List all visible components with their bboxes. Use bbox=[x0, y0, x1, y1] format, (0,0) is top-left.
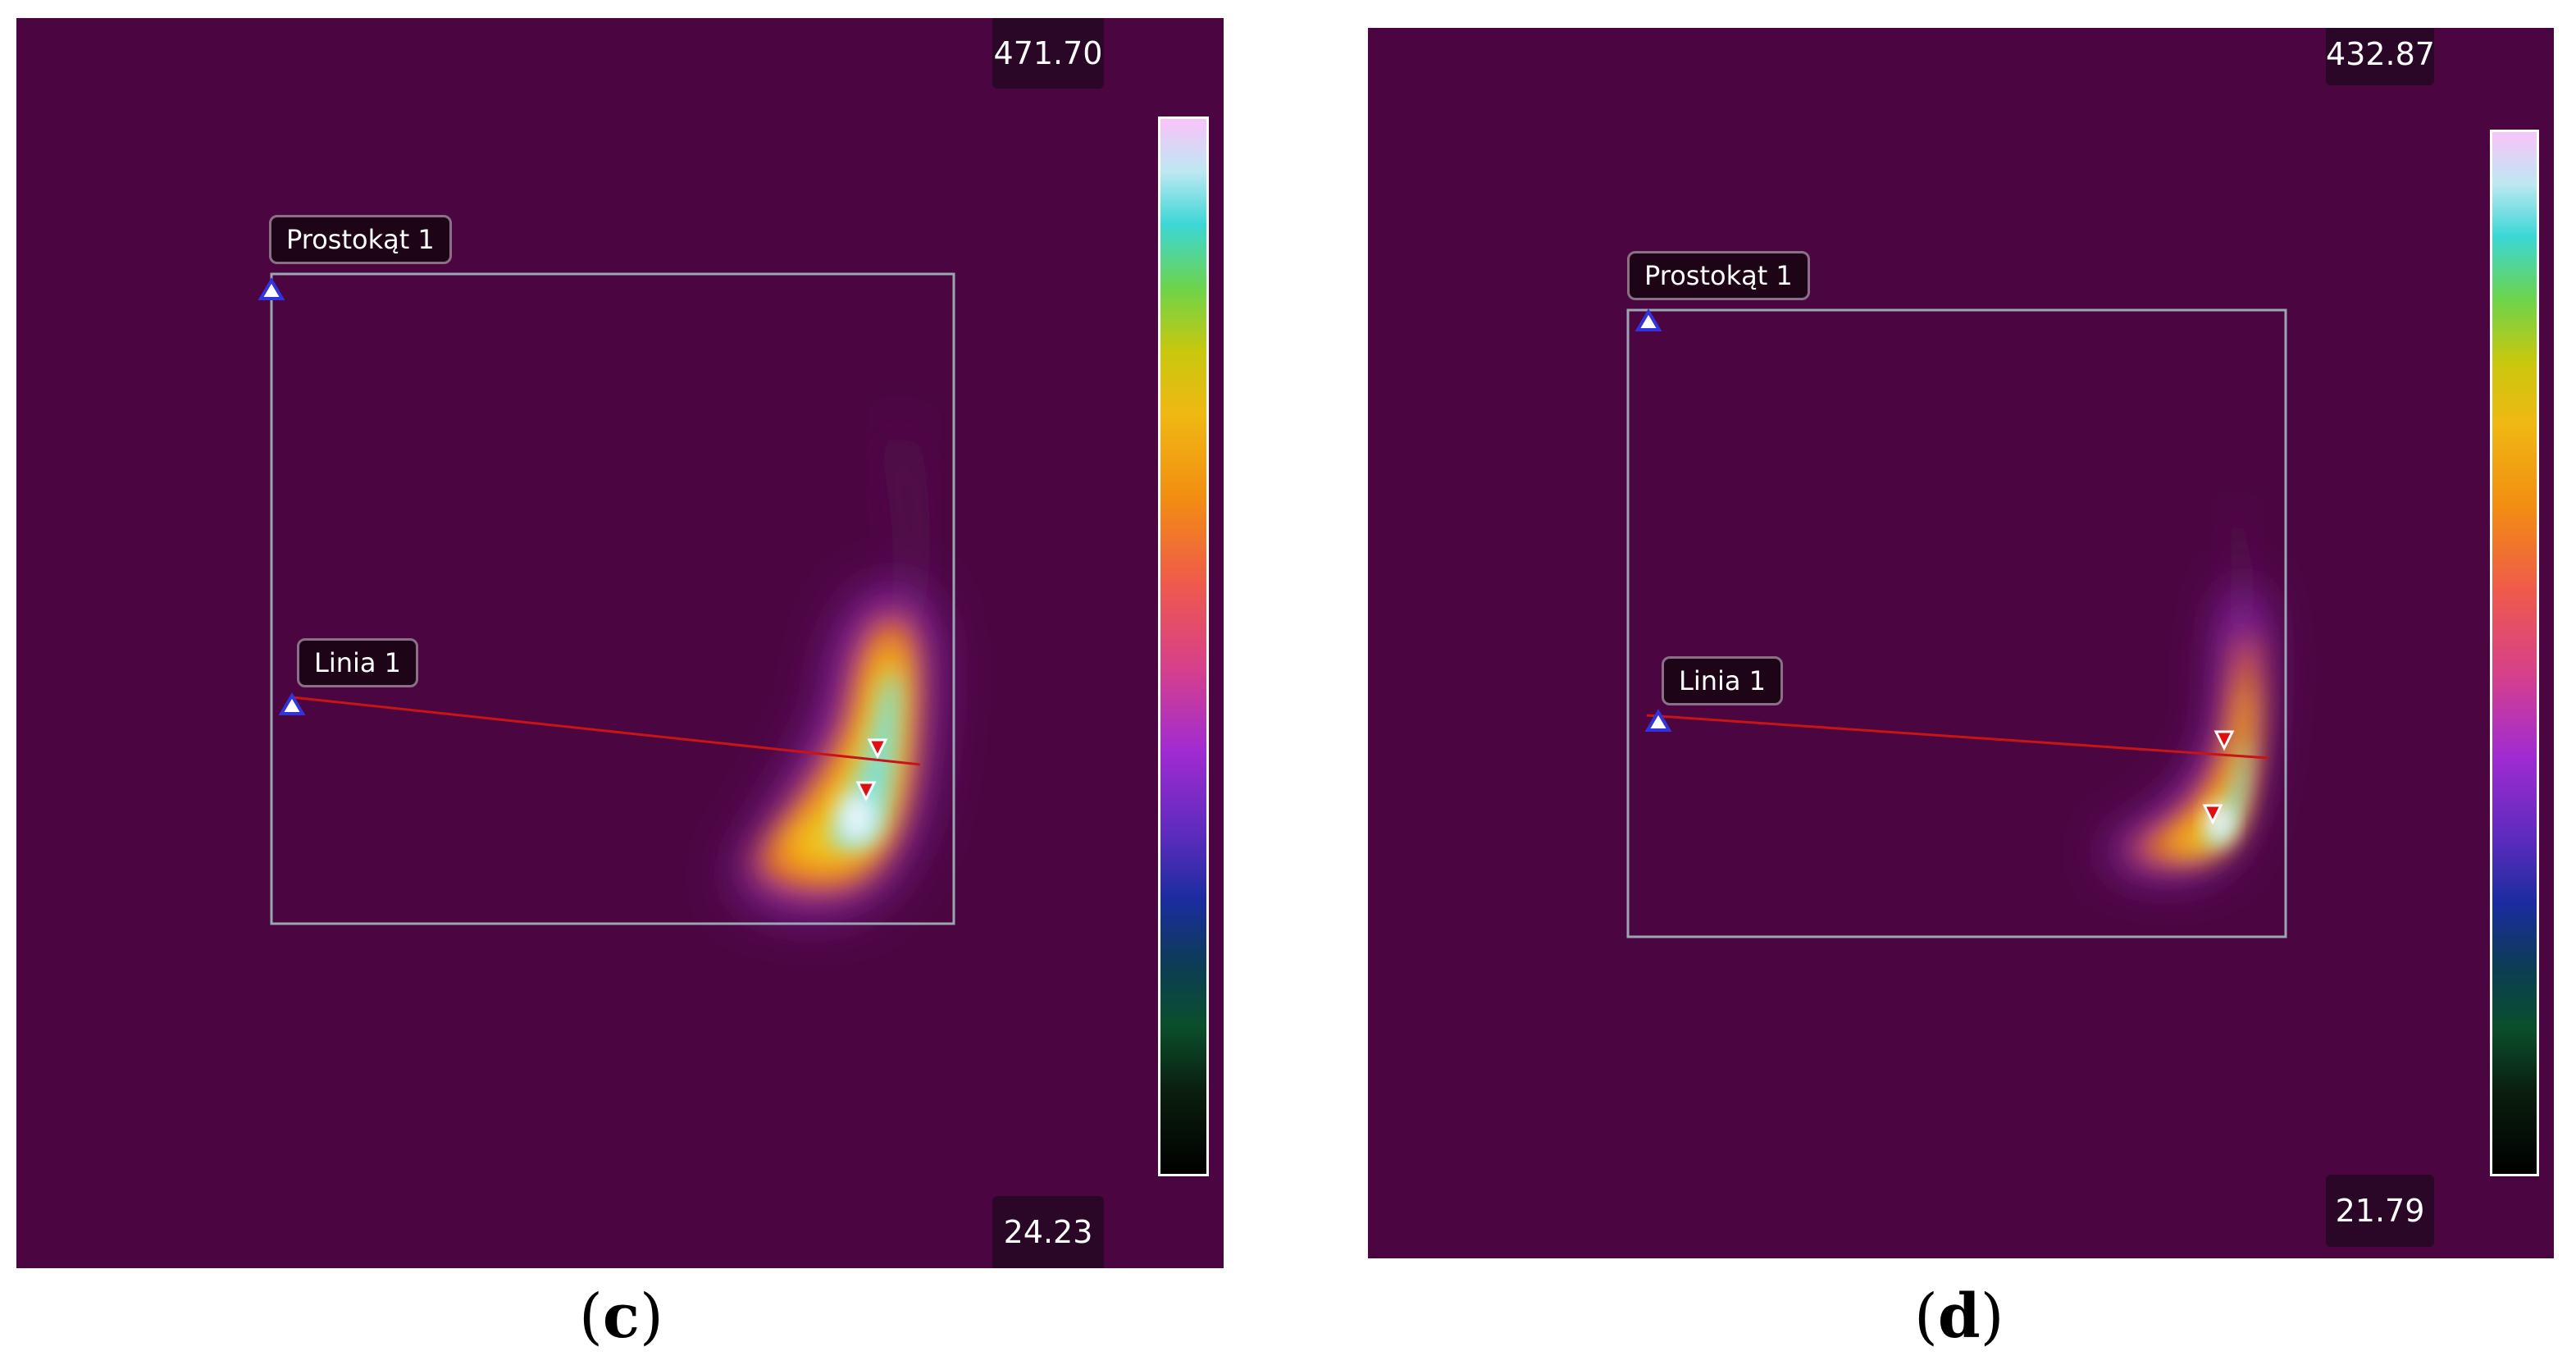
line-anchor-marker-d[interactable] bbox=[1644, 709, 1672, 732]
scale-min-value: 21.79 bbox=[2326, 1175, 2434, 1247]
roi-rectangle-c[interactable] bbox=[270, 272, 955, 925]
caption-paren-close: ) bbox=[639, 1281, 663, 1352]
scale-max-value: 432.87 bbox=[2326, 28, 2435, 85]
scale-max-value: 471.70 bbox=[992, 18, 1104, 89]
scale-min-value: 24.23 bbox=[992, 1196, 1104, 1268]
hotspot-peak-c bbox=[839, 793, 875, 842]
caption-paren-close: ) bbox=[1980, 1281, 2004, 1352]
caption-paren-open: ( bbox=[1914, 1281, 1938, 1352]
color-scale-bar bbox=[2490, 130, 2539, 1176]
max-marker-line-d bbox=[2214, 730, 2235, 751]
caption-paren-open: ( bbox=[579, 1281, 603, 1352]
thermal-scene-d bbox=[1368, 28, 2554, 1258]
thermal-image-d: 432.87 21.79 Prostokąt 1 Linia 1 bbox=[1368, 28, 2554, 1258]
max-marker-rect-c bbox=[855, 781, 877, 802]
caption-c: (c) bbox=[579, 1286, 663, 1347]
caption-letter: c bbox=[602, 1281, 640, 1352]
rectangle-label[interactable]: Prostokąt 1 bbox=[1627, 251, 1810, 300]
caption-letter: d bbox=[1937, 1281, 1981, 1352]
caption-d: (d) bbox=[1914, 1286, 2004, 1347]
rectangle-label[interactable]: Prostokąt 1 bbox=[269, 215, 452, 264]
rect-anchor-marker-c[interactable] bbox=[258, 277, 285, 300]
rect-anchor-marker-d[interactable] bbox=[1635, 308, 1662, 331]
measure-line-d[interactable] bbox=[1646, 714, 2269, 760]
max-marker-rect-d bbox=[2202, 804, 2223, 825]
measure-line-c[interactable] bbox=[291, 696, 921, 766]
line-anchor-marker-c[interactable] bbox=[278, 692, 306, 715]
thermal-scene-c bbox=[16, 18, 1224, 1268]
max-marker-line-c bbox=[867, 738, 888, 760]
color-scale-bar bbox=[1158, 116, 1209, 1176]
line-label[interactable]: Linia 1 bbox=[1662, 656, 1784, 705]
thermal-image-c: 471.70 24.23 Prostokąt 1 Linia 1 bbox=[16, 18, 1224, 1268]
plume-c bbox=[886, 428, 922, 641]
roi-rectangle-d[interactable] bbox=[1626, 308, 2287, 938]
line-label[interactable]: Linia 1 bbox=[297, 638, 419, 687]
